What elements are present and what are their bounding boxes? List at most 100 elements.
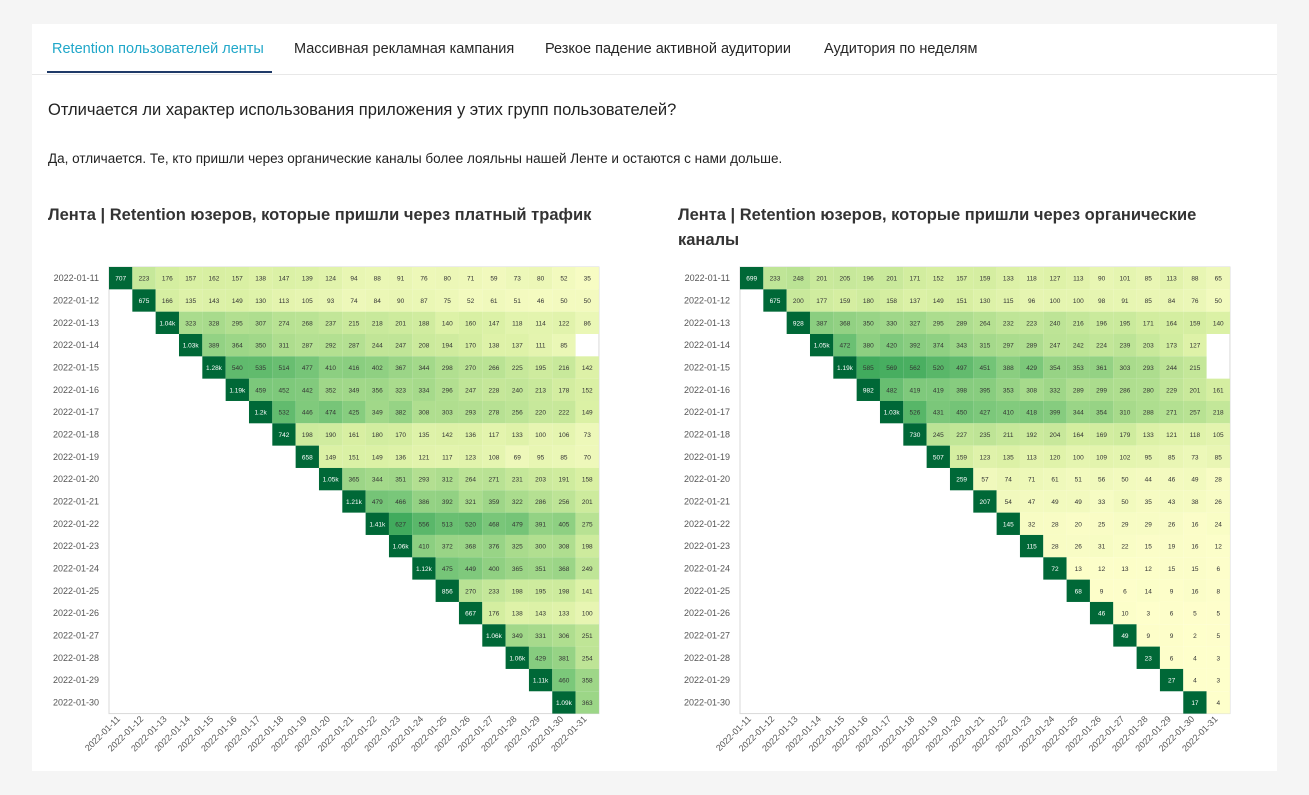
heatmap-cell[interactable] bbox=[388, 490, 413, 513]
heatmap-cell[interactable] bbox=[458, 333, 483, 357]
heatmap-cell[interactable] bbox=[295, 267, 319, 290]
heatmap-cell[interactable] bbox=[412, 289, 436, 312]
heatmap-cell[interactable] bbox=[1066, 490, 1090, 513]
heatmap-cell[interactable] bbox=[1136, 534, 1160, 558]
heatmap-cell[interactable] bbox=[926, 267, 950, 290]
heatmap-cell[interactable] bbox=[1113, 557, 1137, 580]
heatmap-cell[interactable] bbox=[1113, 333, 1137, 357]
heatmap-cell[interactable] bbox=[926, 423, 950, 446]
heatmap-cell[interactable] bbox=[1066, 557, 1090, 580]
heatmap-cell[interactable] bbox=[1183, 333, 1207, 357]
heatmap-cell[interactable] bbox=[1113, 624, 1137, 647]
heatmap-cell[interactable] bbox=[365, 311, 389, 334]
heatmap-cell[interactable] bbox=[1183, 467, 1207, 491]
heatmap-cell[interactable] bbox=[318, 400, 343, 424]
heatmap-cell[interactable] bbox=[1019, 467, 1044, 491]
heatmap-cell[interactable] bbox=[552, 400, 576, 424]
heatmap-cell[interactable] bbox=[1019, 378, 1044, 401]
heatmap-cell[interactable] bbox=[926, 356, 950, 379]
heatmap-cell[interactable] bbox=[1206, 646, 1230, 669]
heatmap-cell[interactable] bbox=[1066, 378, 1090, 401]
heatmap-cell[interactable] bbox=[552, 624, 576, 647]
heatmap-cell[interactable] bbox=[903, 289, 927, 312]
heatmap-cell[interactable] bbox=[1183, 579, 1207, 602]
heatmap-cell[interactable] bbox=[505, 601, 529, 625]
heatmap-cell[interactable] bbox=[575, 557, 599, 580]
heatmap-cell[interactable] bbox=[1113, 601, 1137, 625]
heatmap-cell[interactable] bbox=[1089, 311, 1114, 334]
heatmap-cell[interactable] bbox=[552, 356, 576, 379]
heatmap-cell[interactable] bbox=[1043, 400, 1067, 424]
heatmap-cell[interactable] bbox=[973, 267, 997, 290]
heatmap-cell[interactable] bbox=[1183, 356, 1207, 379]
heatmap-cell[interactable] bbox=[575, 423, 599, 446]
heatmap-cell[interactable] bbox=[388, 289, 413, 312]
heatmap-cell[interactable] bbox=[1019, 400, 1044, 424]
heatmap-cell[interactable] bbox=[1159, 490, 1184, 513]
heatmap-cell[interactable] bbox=[809, 267, 834, 290]
heatmap-cell[interactable] bbox=[482, 267, 506, 290]
heatmap-cell[interactable] bbox=[1206, 579, 1230, 602]
heatmap-cell[interactable] bbox=[318, 311, 343, 334]
heatmap-cell[interactable] bbox=[505, 646, 529, 669]
heatmap-cell[interactable] bbox=[1066, 534, 1090, 558]
heatmap-cell[interactable] bbox=[1043, 289, 1067, 312]
heatmap-cell[interactable] bbox=[1019, 289, 1044, 312]
heatmap-cell[interactable] bbox=[833, 267, 857, 290]
heatmap-cell[interactable] bbox=[1089, 378, 1114, 401]
heatmap-cell[interactable] bbox=[412, 378, 436, 401]
heatmap-cell[interactable] bbox=[365, 423, 389, 446]
heatmap-cell[interactable] bbox=[412, 311, 436, 334]
heatmap-cell[interactable] bbox=[458, 490, 483, 513]
heatmap-cell[interactable] bbox=[1183, 601, 1207, 625]
heatmap-cell[interactable] bbox=[1043, 534, 1067, 558]
heatmap-cell[interactable] bbox=[1113, 267, 1137, 290]
heatmap-cell[interactable] bbox=[248, 333, 273, 357]
heatmap-cell[interactable] bbox=[552, 423, 576, 446]
heatmap-cell[interactable] bbox=[482, 512, 506, 535]
heatmap-cell[interactable] bbox=[552, 512, 576, 535]
heatmap-cell[interactable] bbox=[388, 311, 413, 334]
heatmap-cell[interactable] bbox=[155, 311, 179, 334]
heatmap-cell[interactable] bbox=[528, 289, 553, 312]
heatmap-cell[interactable] bbox=[528, 356, 553, 379]
heatmap-cell[interactable] bbox=[996, 423, 1020, 446]
heatmap-cell[interactable] bbox=[552, 445, 576, 468]
heatmap-cell[interactable] bbox=[132, 267, 156, 290]
heatmap-cell[interactable] bbox=[505, 289, 529, 312]
heatmap-cell[interactable] bbox=[1019, 512, 1044, 535]
heatmap-cell[interactable] bbox=[1066, 512, 1090, 535]
heatmap-cell[interactable] bbox=[528, 467, 553, 491]
heatmap-cell[interactable] bbox=[458, 512, 483, 535]
heatmap-cell[interactable] bbox=[1136, 579, 1160, 602]
heatmap-cell[interactable] bbox=[528, 534, 553, 558]
heatmap-cell[interactable] bbox=[458, 445, 483, 468]
heatmap-cell[interactable] bbox=[879, 333, 904, 357]
heatmap-cell[interactable] bbox=[1206, 490, 1230, 513]
heatmap-cell[interactable] bbox=[1136, 624, 1160, 647]
heatmap-cell[interactable] bbox=[225, 378, 249, 401]
heatmap-cell[interactable] bbox=[412, 490, 436, 513]
heatmap-cell[interactable] bbox=[575, 311, 599, 334]
heatmap-cell[interactable] bbox=[435, 445, 459, 468]
heatmap-cell[interactable] bbox=[1136, 333, 1160, 357]
heatmap-cell[interactable] bbox=[482, 579, 506, 602]
heatmap-cell[interactable] bbox=[833, 289, 857, 312]
heatmap-cell[interactable] bbox=[552, 311, 576, 334]
heatmap-cell[interactable] bbox=[1159, 356, 1184, 379]
heatmap-cell[interactable] bbox=[412, 356, 436, 379]
heatmap-cell[interactable] bbox=[1066, 579, 1090, 602]
heatmap-cell[interactable] bbox=[388, 445, 413, 468]
heatmap-cell[interactable] bbox=[949, 423, 974, 446]
heatmap-cell[interactable] bbox=[388, 467, 413, 491]
heatmap-cell[interactable] bbox=[1043, 467, 1067, 491]
heatmap-cell[interactable] bbox=[575, 490, 599, 513]
heatmap-cell[interactable] bbox=[1019, 490, 1044, 513]
heatmap-cell[interactable] bbox=[365, 333, 389, 357]
heatmap-cell[interactable] bbox=[342, 490, 366, 513]
heatmap-cell[interactable] bbox=[996, 490, 1020, 513]
heatmap-cell[interactable] bbox=[318, 378, 343, 401]
heatmap-cell[interactable] bbox=[1019, 356, 1044, 379]
heatmap-cell[interactable] bbox=[973, 490, 997, 513]
heatmap-cell[interactable] bbox=[482, 311, 506, 334]
